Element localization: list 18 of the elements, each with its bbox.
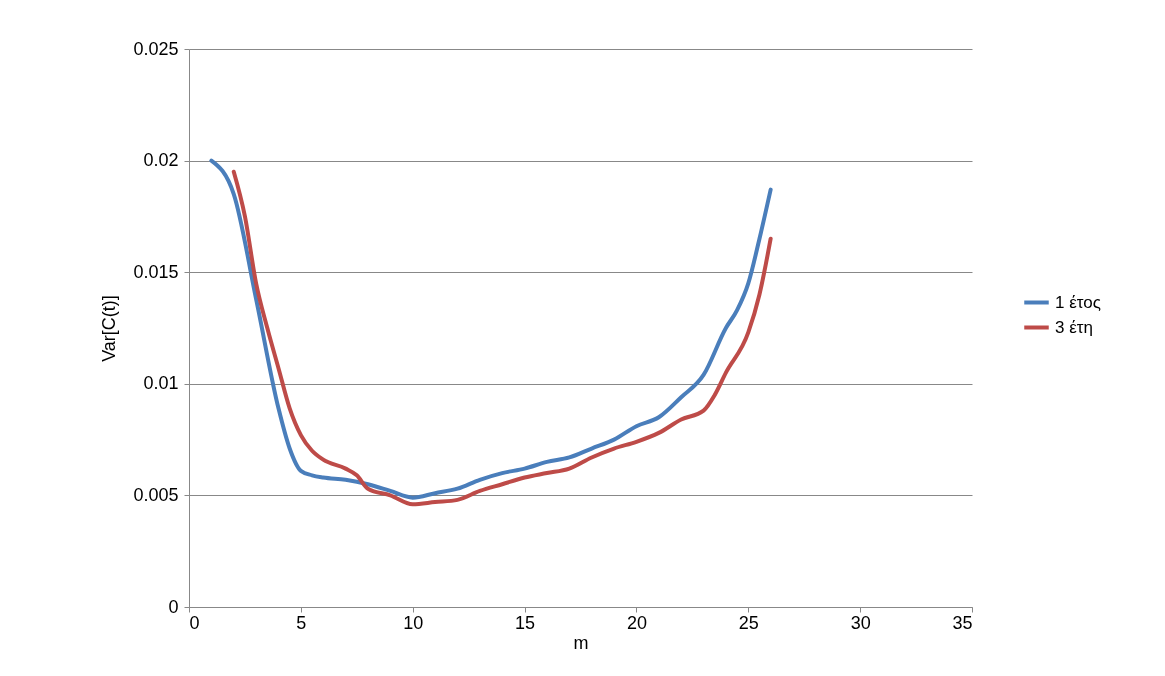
legend-label: 1 έτος [1055, 292, 1101, 312]
x-tick-label: 20 [626, 612, 647, 633]
x-tick-label: 35 [952, 612, 973, 633]
y-tick-label: 0.025 [133, 38, 179, 59]
y-tick-label: 0 [168, 596, 179, 617]
x-tick-label: 15 [515, 612, 536, 633]
y-tick-label: 0.01 [143, 373, 179, 394]
x-axis-title: m [573, 632, 589, 653]
y-axis-title: Var[C(t)] [99, 295, 120, 362]
y-tick-label: 0.005 [133, 484, 179, 505]
x-tick-label: 5 [296, 612, 307, 633]
y-tick-label: 0.015 [133, 261, 179, 282]
legend-label: 3 έτη [1055, 317, 1093, 337]
x-tick-label: 10 [403, 612, 424, 633]
y-tick-label: 0.02 [143, 150, 179, 171]
x-tick-label: 30 [850, 612, 871, 633]
x-tick-label: 25 [738, 612, 759, 633]
x-tick-label: 0 [189, 612, 200, 633]
